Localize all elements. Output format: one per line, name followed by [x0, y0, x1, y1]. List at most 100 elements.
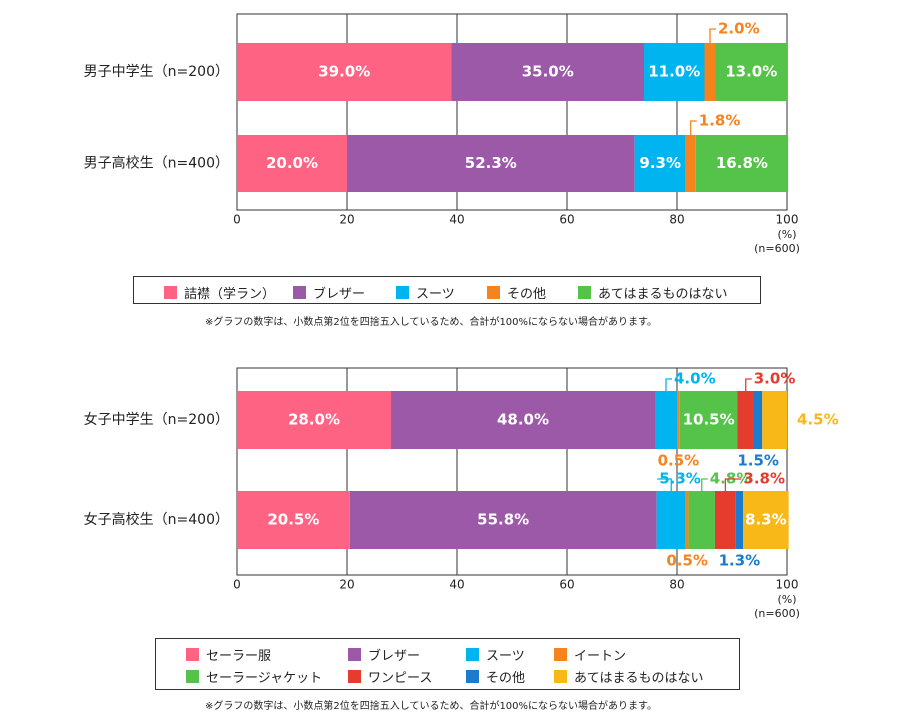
data-label: 1.5%: [737, 452, 779, 470]
x-tick-label: 60: [559, 213, 574, 227]
category-label: 女子中学生（n=200）: [84, 411, 229, 428]
x-tick-label: 40: [449, 213, 464, 227]
plot-frame: [236, 367, 788, 576]
leader-line: [701, 478, 708, 491]
legend-item-tsumeeri: 詰襟（学ラン）: [164, 283, 275, 302]
data-label: 39.0%: [318, 63, 370, 81]
leader-line: [665, 378, 672, 391]
legend-swatch-orange: [554, 648, 567, 661]
bar-segment: [644, 43, 705, 101]
legend-swatch-purple: [293, 286, 306, 299]
bar-segment: [655, 391, 677, 449]
legend-label: その他: [507, 287, 547, 302]
leader-line: [745, 378, 752, 391]
bar-segment: [685, 135, 696, 192]
data-label: 3.0%: [754, 370, 796, 388]
legend-swatch-yellow: [554, 670, 567, 683]
legend-item-other: その他: [487, 283, 546, 302]
unit-label: (%): [777, 593, 796, 606]
legend-swatch-cyan: [466, 648, 479, 661]
legend-label: ワンピース: [368, 671, 433, 686]
legend-item-onepiece: ワンピース: [348, 667, 432, 686]
data-label: 2.0%: [718, 20, 760, 38]
legend-swatch-green: [186, 670, 199, 683]
x-tick-label: 100: [776, 578, 799, 592]
leader-line: [657, 478, 672, 491]
legend-item-blazer: ブレザー: [293, 283, 365, 302]
bar-segment: [762, 391, 787, 449]
n-label: (n=600): [754, 607, 800, 620]
bar-segment: [685, 491, 689, 549]
data-label: 5.3%: [659, 470, 701, 488]
bar-segment: [451, 43, 644, 101]
legend-swatch-cyan: [396, 286, 409, 299]
data-label: 9.3%: [639, 154, 681, 172]
bar-segment: [391, 391, 655, 449]
x-tick-label: 0: [233, 578, 241, 592]
legend-item-sailor-jacket: セーラージャケット: [186, 667, 322, 686]
legend-swatch-orange: [487, 286, 500, 299]
bar-segment: [754, 391, 763, 449]
bar-segment: [237, 391, 391, 449]
leader-line: [690, 120, 697, 135]
n-label: (n=600): [754, 242, 800, 255]
legend-item-blazer: ブレザー: [348, 645, 420, 664]
data-label: 28.0%: [288, 411, 340, 429]
bar-segment: [735, 491, 743, 549]
footnote-girls: ※グラフの数字は、小数点第2位を四捨五入しているため、合計が100%にならない場…: [205, 701, 658, 712]
category-label: 男子中学生（n=200）: [84, 64, 229, 80]
bar-segment: [743, 491, 789, 549]
category-label: 女子高校生（n=400）: [84, 511, 229, 528]
legend-boys: 詰襟（学ラン） ブレザー スーツ その他 あてはまるものはない: [133, 276, 761, 304]
data-label: 8.3%: [745, 511, 787, 529]
bar-segment: [714, 491, 736, 549]
legend-label: スーツ: [416, 287, 455, 302]
bar-segment: [656, 491, 686, 549]
data-label: 1.3%: [719, 552, 761, 570]
x-tick-label: 100: [776, 213, 799, 227]
bar-segment: [634, 135, 686, 192]
data-label: 3.8%: [743, 470, 785, 488]
data-label: 1.8%: [699, 112, 741, 130]
legend-swatch-red: [348, 670, 361, 683]
legend-label: セーラー服: [206, 649, 272, 664]
legend-label: スーツ: [486, 649, 525, 664]
bar-segment: [677, 391, 680, 449]
leader-line: [709, 28, 716, 43]
legend-label: ブレザー: [313, 287, 366, 302]
data-label: 20.5%: [267, 511, 319, 529]
leader-line: [724, 478, 742, 491]
data-label: 4.0%: [674, 370, 716, 388]
legend-label: イートン: [574, 649, 627, 664]
bar-segment: [695, 135, 789, 192]
legend-swatch-purple: [348, 648, 361, 661]
data-label: 55.8%: [477, 511, 529, 529]
data-label: 10.5%: [683, 411, 735, 429]
bar-segment: [349, 491, 657, 549]
data-label: 4.5%: [797, 411, 839, 429]
bar-segment: [688, 491, 715, 549]
data-label: 52.3%: [465, 154, 517, 172]
bar-segment: [679, 391, 738, 449]
bar-segment: [237, 135, 347, 192]
x-tick-label: 20: [339, 213, 354, 227]
legend-label: セーラージャケット: [206, 671, 323, 686]
legend-swatch-blue: [466, 670, 479, 683]
footnote-boys: ※グラフの数字は、小数点第2位を四捨五入しているため、合計が100%にならない場…: [205, 317, 658, 328]
x-tick-label: 0: [233, 213, 241, 227]
legend-label: その他: [486, 671, 526, 686]
data-label: 0.5%: [658, 452, 700, 470]
x-tick-label: 80: [669, 578, 684, 592]
legend-label: 詰襟（学ラン）: [184, 287, 276, 302]
x-tick-label: 20: [339, 578, 354, 592]
data-label: 0.5%: [666, 552, 708, 570]
x-tick-label: 80: [669, 213, 684, 227]
legend-item-none: あてはまるものはない: [554, 667, 703, 686]
legend-swatch-green: [578, 286, 591, 299]
legend-item-eton: イートン: [554, 645, 626, 664]
bar-segment: [237, 491, 350, 549]
bar-segment: [704, 43, 716, 101]
legend-swatch-pink: [186, 648, 199, 661]
legend-item-other: その他: [466, 667, 525, 686]
bar-segment: [715, 43, 787, 101]
